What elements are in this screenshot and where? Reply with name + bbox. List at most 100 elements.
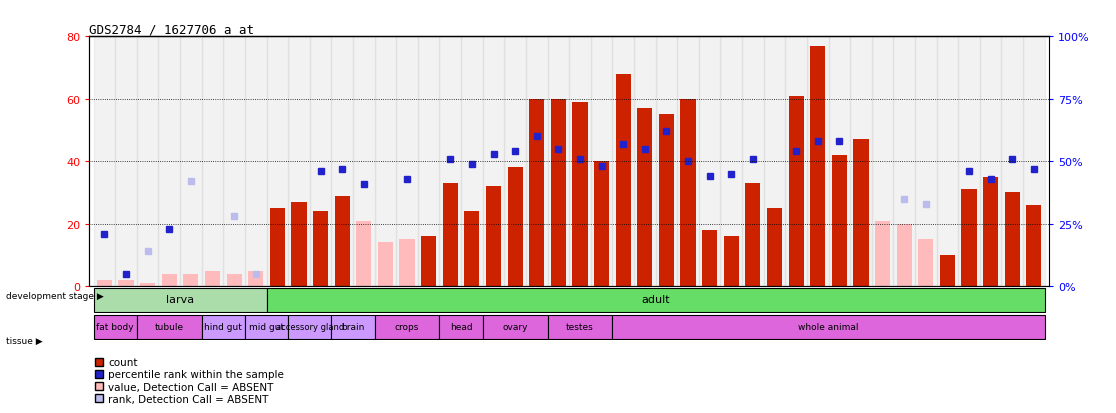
Bar	[137, 315, 202, 339]
Bar	[137, 37, 158, 287]
Bar	[677, 37, 699, 287]
Bar	[1027, 205, 1041, 287]
Text: hind gut: hind gut	[204, 322, 242, 331]
Bar	[721, 37, 742, 287]
Bar	[637, 109, 653, 287]
Bar	[616, 75, 631, 287]
Bar	[94, 288, 267, 312]
Bar	[548, 315, 613, 339]
Bar	[443, 184, 458, 287]
Bar	[508, 168, 522, 287]
Bar	[202, 315, 244, 339]
Bar	[244, 37, 267, 287]
Bar	[504, 37, 526, 287]
Text: larva: larva	[166, 294, 194, 304]
Bar	[915, 37, 936, 287]
Bar	[980, 37, 1001, 287]
Bar	[875, 221, 891, 287]
Bar	[613, 37, 634, 287]
Bar	[810, 47, 826, 287]
Bar	[742, 37, 763, 287]
Bar	[962, 190, 976, 287]
Bar	[983, 178, 998, 287]
Bar	[569, 37, 590, 287]
Bar	[745, 184, 760, 287]
Text: tissue ▶: tissue ▶	[6, 336, 42, 345]
Text: tubule: tubule	[155, 322, 184, 331]
Bar	[573, 102, 587, 287]
Text: mid gut: mid gut	[249, 322, 285, 331]
Bar	[1001, 37, 1023, 287]
Bar	[850, 37, 872, 287]
Bar	[894, 37, 915, 287]
Bar	[267, 37, 288, 287]
Bar	[831, 156, 847, 287]
Text: fat body: fat body	[96, 322, 134, 331]
Bar	[681, 100, 695, 287]
Bar	[205, 271, 220, 287]
Bar	[335, 196, 349, 287]
Bar	[594, 162, 609, 287]
Bar	[767, 209, 782, 287]
Bar	[375, 315, 440, 339]
Bar	[485, 187, 501, 287]
Bar	[421, 237, 436, 287]
Bar	[483, 315, 548, 339]
Bar	[918, 240, 933, 287]
Bar	[786, 37, 807, 287]
Bar	[356, 221, 372, 287]
Bar	[1004, 193, 1020, 287]
Bar	[483, 37, 504, 287]
Bar	[529, 100, 545, 287]
Bar	[828, 37, 850, 287]
Bar	[288, 37, 310, 287]
Text: crops: crops	[395, 322, 420, 331]
Bar	[634, 37, 655, 287]
Text: adult: adult	[642, 294, 670, 304]
Bar	[244, 315, 288, 339]
Text: development stage ▶: development stage ▶	[6, 291, 104, 300]
Bar	[789, 96, 804, 287]
Bar	[115, 37, 137, 287]
Bar	[162, 274, 176, 287]
Bar	[590, 37, 613, 287]
Bar	[378, 243, 393, 287]
Bar	[655, 37, 677, 287]
Bar	[548, 37, 569, 287]
Text: ovary: ovary	[502, 322, 528, 331]
Bar	[400, 240, 415, 287]
Bar	[94, 315, 137, 339]
Bar	[872, 37, 894, 287]
Bar	[94, 37, 115, 287]
Bar	[723, 237, 739, 287]
Bar	[267, 288, 1045, 312]
Bar	[896, 224, 912, 287]
Bar	[353, 37, 375, 287]
Text: brain: brain	[341, 322, 365, 331]
Bar	[854, 140, 868, 287]
Bar	[440, 315, 483, 339]
Bar	[141, 283, 155, 287]
Bar	[312, 212, 328, 287]
Bar	[227, 274, 242, 287]
Bar	[417, 37, 440, 287]
Text: testes: testes	[566, 322, 594, 331]
Bar	[202, 37, 223, 287]
Bar	[959, 37, 980, 287]
Bar	[270, 209, 285, 287]
Bar	[97, 280, 112, 287]
Bar	[310, 37, 331, 287]
Text: head: head	[450, 322, 472, 331]
Bar	[526, 37, 548, 287]
Bar	[699, 37, 721, 287]
Bar	[464, 212, 480, 287]
Bar	[1023, 37, 1045, 287]
Bar	[248, 271, 263, 287]
Bar	[613, 315, 1045, 339]
Text: GDS2784 / 1627706_a_at: GDS2784 / 1627706_a_at	[89, 23, 254, 36]
Bar	[440, 37, 461, 287]
Bar	[461, 37, 483, 287]
Bar	[936, 37, 959, 287]
Bar	[940, 255, 955, 287]
Bar	[288, 315, 331, 339]
